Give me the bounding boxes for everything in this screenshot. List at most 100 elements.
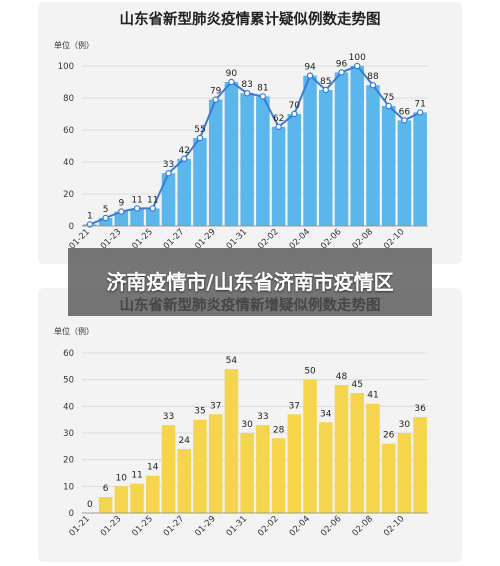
bar xyxy=(334,385,349,513)
bar xyxy=(350,66,364,226)
point xyxy=(181,155,188,162)
data-label: 88 xyxy=(367,72,379,82)
new-suspected-chart: 山东省新型肺炎疫情新增疑似例数走势图单位（例）01020304050600610… xyxy=(54,296,428,539)
bar xyxy=(98,218,113,226)
bar xyxy=(208,414,223,513)
bar xyxy=(240,433,254,513)
bar xyxy=(413,112,427,226)
point xyxy=(149,205,156,212)
point xyxy=(243,89,251,97)
bar xyxy=(381,443,396,513)
x-tick-label: 02-06 xyxy=(319,514,344,539)
bar xyxy=(256,425,270,513)
data-label: 45 xyxy=(352,380,363,390)
bar xyxy=(303,379,317,513)
y-tick-label: 100 xyxy=(58,62,74,72)
bar xyxy=(224,369,239,513)
data-label: 81 xyxy=(257,83,268,93)
bar xyxy=(319,422,333,513)
bar xyxy=(271,126,286,226)
caption-overlay: 济南疫情市/山东省济南市疫情区 xyxy=(68,248,432,316)
y-tick-label: 0 xyxy=(69,509,74,519)
y-tick-label: 20 xyxy=(63,190,74,200)
cumulative-chart-card: 山东省新型肺炎疫情累计疑似例数走势图 单位（例） 0 20 40 60 80 100 1 5 9 11… xyxy=(38,2,462,264)
data-label: 41 xyxy=(367,391,378,401)
bar xyxy=(413,417,427,513)
x-tick-label: 02-10 xyxy=(382,514,407,539)
bar xyxy=(334,72,349,227)
y-tick-label: 0 xyxy=(69,222,74,232)
point xyxy=(385,102,392,110)
bar xyxy=(319,90,333,226)
data-label: 37 xyxy=(289,401,300,411)
y-tick-label: 80 xyxy=(63,94,74,104)
bar xyxy=(146,475,160,513)
data-label: 30 xyxy=(399,420,411,430)
bar xyxy=(350,393,364,513)
y-tick-label: 60 xyxy=(63,349,74,359)
data-label: 90 xyxy=(226,69,238,79)
point xyxy=(291,110,298,118)
data-label: 11 xyxy=(131,471,142,481)
data-label: 33 xyxy=(163,160,174,170)
x-tick-label: 02-02 xyxy=(256,514,281,539)
y-tick-label: 30 xyxy=(63,429,74,439)
point xyxy=(416,109,424,116)
data-label: 33 xyxy=(163,412,174,422)
data-label: 33 xyxy=(257,412,268,422)
y-axis-unit-label: 单位（例） xyxy=(54,326,94,336)
data-label: 14 xyxy=(147,463,159,473)
x-tick-label: 01-29 xyxy=(193,514,218,539)
bars xyxy=(98,369,427,513)
data-label: 85 xyxy=(320,77,331,87)
data-label: 0 xyxy=(87,500,93,510)
point xyxy=(212,96,219,103)
x-tick-label: 01-31 xyxy=(225,514,250,539)
y-tick-label: 20 xyxy=(63,456,74,466)
y-tick-label: 40 xyxy=(63,402,74,412)
data-label: 10 xyxy=(116,473,128,483)
bar xyxy=(240,93,254,226)
y-tick-label: 40 xyxy=(63,158,74,168)
bar xyxy=(114,486,129,513)
bar xyxy=(114,211,129,226)
point xyxy=(118,208,125,215)
x-tick-label: 02-08 xyxy=(351,514,376,539)
data-label: 83 xyxy=(241,80,252,90)
data-label: 30 xyxy=(241,420,253,430)
data-label: 26 xyxy=(383,431,395,441)
y-tick-label: 50 xyxy=(63,376,74,386)
bar xyxy=(130,208,144,226)
data-label: 24 xyxy=(179,436,191,446)
data-label: 94 xyxy=(304,63,316,73)
data-label: 11 xyxy=(131,195,142,205)
bar xyxy=(381,106,396,226)
chart-title: 山东省新型肺炎疫情累计疑似例数走势图 xyxy=(120,10,381,28)
bar xyxy=(146,208,160,226)
bar xyxy=(177,449,191,513)
bars xyxy=(83,66,427,227)
point xyxy=(338,69,345,76)
point xyxy=(102,214,109,222)
data-label: 42 xyxy=(179,146,190,156)
bar xyxy=(161,173,176,226)
data-label: 79 xyxy=(210,87,222,97)
x-tick-label: 01-23 xyxy=(99,514,124,539)
data-label: 37 xyxy=(210,401,221,411)
data-label: 66 xyxy=(399,107,411,117)
x-tick-label: 01-27 xyxy=(162,514,187,539)
data-label: 50 xyxy=(304,367,316,377)
bar xyxy=(177,158,191,226)
data-label: 62 xyxy=(273,114,284,124)
bar xyxy=(208,99,223,226)
data-label: 96 xyxy=(336,59,348,69)
data-label: 54 xyxy=(226,356,238,366)
data-label: 48 xyxy=(336,372,348,382)
x-tick-label: 01-25 xyxy=(130,514,155,539)
bar xyxy=(366,403,380,513)
bar xyxy=(256,96,270,227)
data-label: 35 xyxy=(194,407,205,417)
y-tick-label: 10 xyxy=(63,482,74,492)
